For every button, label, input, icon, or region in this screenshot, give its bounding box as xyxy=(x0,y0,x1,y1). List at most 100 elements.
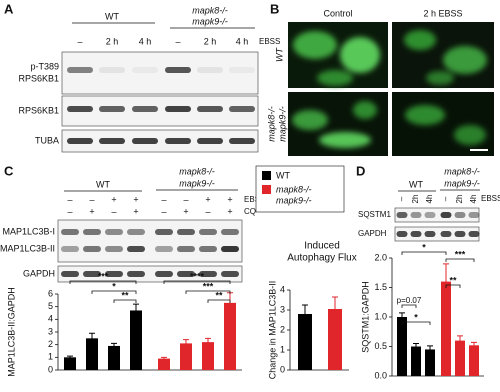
band xyxy=(177,271,195,277)
band xyxy=(468,212,480,218)
blot xyxy=(61,95,259,127)
error-bar xyxy=(413,343,419,350)
band xyxy=(199,246,217,252)
band xyxy=(424,231,436,237)
band xyxy=(229,106,255,112)
bar xyxy=(455,340,465,376)
sign: – xyxy=(161,194,166,204)
error-bar xyxy=(67,355,73,360)
band xyxy=(155,271,173,277)
column-label: Control xyxy=(323,8,352,18)
blot xyxy=(61,129,259,153)
error-bar xyxy=(89,332,95,344)
y-tick-label: 1.0 xyxy=(374,311,387,321)
lane-label: 4h xyxy=(425,195,434,204)
bar xyxy=(224,302,236,370)
sign: – xyxy=(161,206,166,216)
y-tick-label: 0.5 xyxy=(374,341,387,351)
band xyxy=(197,67,223,73)
lane-label: 4 h xyxy=(236,36,249,46)
y-tick-label: 2 xyxy=(48,339,53,349)
error-bar xyxy=(399,312,405,322)
band xyxy=(99,138,125,144)
panel-label: A xyxy=(4,1,14,16)
sign: – xyxy=(89,194,94,204)
legend-label: mapk9-/- xyxy=(276,195,312,205)
group-label: WT xyxy=(409,179,423,189)
bar xyxy=(411,346,421,376)
bar xyxy=(328,309,342,370)
y-tick-label: 2.0 xyxy=(374,252,387,262)
chart-title: Induced xyxy=(304,241,340,252)
band xyxy=(165,67,191,73)
significance-label: *** xyxy=(455,249,466,259)
y-tick-label: 1 xyxy=(48,352,53,362)
significance-bracket xyxy=(401,321,431,325)
significance-label: ** xyxy=(449,275,457,285)
error-bar xyxy=(205,337,211,347)
sign: + xyxy=(205,194,210,204)
band xyxy=(177,229,195,235)
column-label: 2 h EBSS xyxy=(423,8,462,18)
bar xyxy=(108,345,120,370)
row-label: mapk9-/- xyxy=(277,106,287,142)
sign: + xyxy=(183,206,188,216)
error-bar xyxy=(332,296,338,322)
panel-label: C xyxy=(4,163,14,178)
significance-label: p=0.07 xyxy=(397,296,422,305)
sign: + xyxy=(227,206,232,216)
row-label: WT xyxy=(274,47,284,62)
blot xyxy=(61,51,259,95)
chart-title: Autophagy Flux xyxy=(287,253,357,264)
band xyxy=(199,229,217,235)
cells xyxy=(292,30,487,148)
y-tick-label: 1 xyxy=(280,344,285,354)
bar xyxy=(425,349,435,376)
band xyxy=(132,138,158,144)
row-label: mapk8-/- xyxy=(266,106,276,142)
legend-label: WT xyxy=(276,170,290,180)
panel-label: D xyxy=(356,163,365,178)
error-bar xyxy=(161,356,167,361)
row-label: TUBA xyxy=(35,135,59,145)
group-label: mapk9-/- xyxy=(192,16,228,26)
band xyxy=(221,271,239,277)
significance-bracket xyxy=(163,280,231,284)
band xyxy=(155,229,173,235)
significance-label: * xyxy=(414,312,418,322)
significance-bracket xyxy=(113,299,137,303)
blot xyxy=(57,219,243,263)
error-bar xyxy=(443,263,449,300)
sign: + xyxy=(133,194,138,204)
group-label: mapk8-/- xyxy=(192,5,228,15)
significance-bracket xyxy=(69,280,137,284)
row-label: SQSTM1 xyxy=(358,210,391,219)
treatment-label: EBSS xyxy=(481,194,500,203)
lane-label: – xyxy=(397,196,406,201)
band xyxy=(410,212,422,218)
micrographs xyxy=(288,22,494,156)
panel-label: B xyxy=(270,1,279,16)
band xyxy=(67,106,93,112)
band xyxy=(440,212,452,218)
band xyxy=(61,229,79,235)
group-label: WT xyxy=(96,179,110,189)
significance-label: ** xyxy=(121,290,129,300)
sign: + xyxy=(111,194,116,204)
band xyxy=(454,231,466,237)
band xyxy=(155,246,173,252)
band xyxy=(221,246,239,252)
significance-bracket xyxy=(91,290,137,294)
band xyxy=(105,246,123,252)
significance-bracket xyxy=(401,251,447,255)
sign: – xyxy=(205,206,210,216)
bar xyxy=(86,338,98,370)
y-tick-label: 3 xyxy=(48,326,53,336)
bar xyxy=(180,343,192,370)
y-tick-label: 0 xyxy=(280,364,285,374)
y-axis-label: MAP1LC3B-II:GAPDH xyxy=(6,287,16,377)
significance-bracket xyxy=(445,258,475,262)
row-label: GAPDH xyxy=(358,229,387,238)
significance-label: * xyxy=(422,242,426,252)
